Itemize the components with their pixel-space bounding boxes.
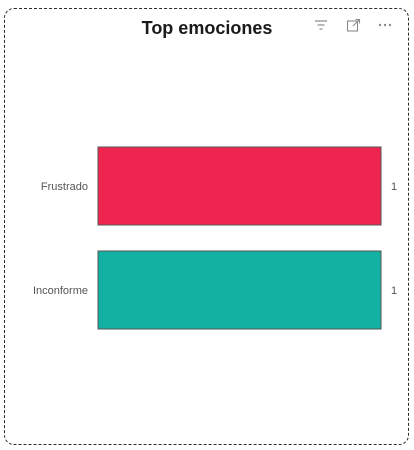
visual-card[interactable] (4, 8, 409, 445)
data-label-frustrado: 1 (391, 181, 397, 193)
visual-header-icons (312, 16, 394, 34)
focus-mode-icon[interactable] (344, 16, 362, 34)
data-label-inconforme: 1 (391, 285, 397, 297)
bar-inconforme[interactable] (97, 250, 382, 330)
category-label-inconforme: Inconforme (33, 285, 88, 297)
category-label-frustrado: Frustrado (41, 181, 88, 193)
more-options-icon[interactable] (376, 16, 394, 34)
filter-icon[interactable] (312, 16, 330, 34)
bar-frustrado[interactable] (97, 146, 382, 226)
chart-title: Top emociones (141, 18, 273, 38)
